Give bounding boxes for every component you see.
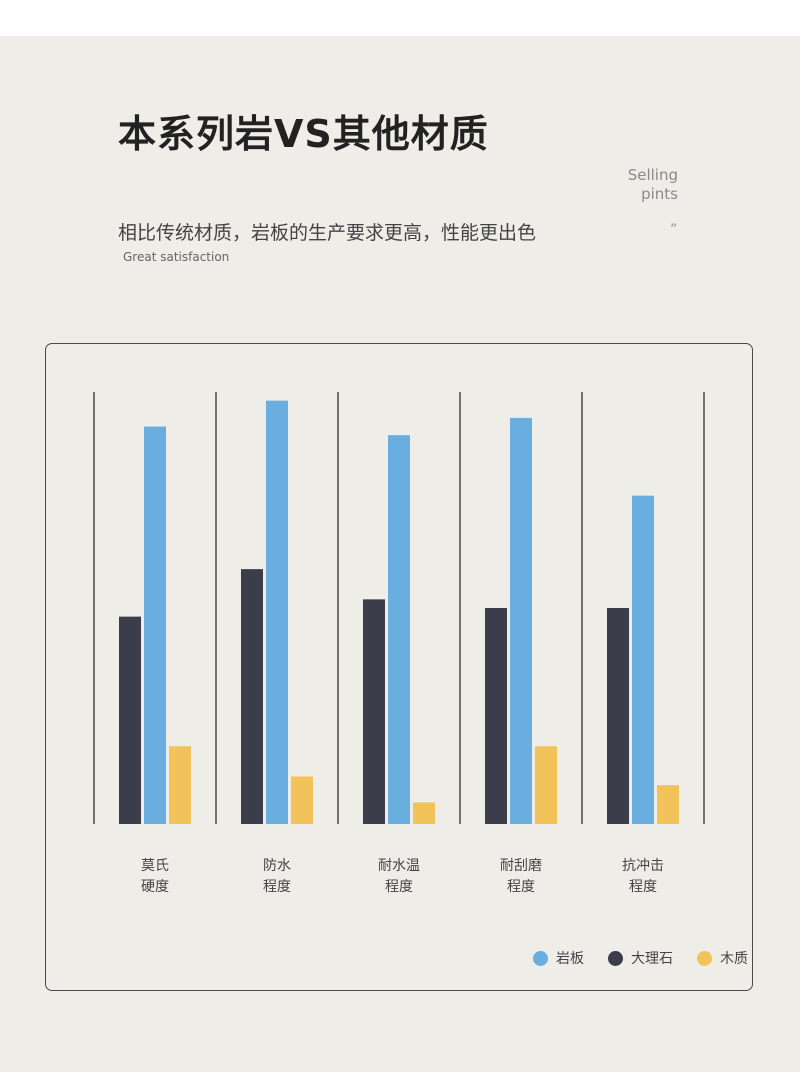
- selling-line-2: pints: [641, 185, 678, 203]
- category-label: 程度: [263, 879, 291, 895]
- bar-岩板-4: [632, 495, 654, 824]
- category-label: 防水: [263, 858, 291, 874]
- bar-岩板-3: [510, 417, 532, 824]
- legend-label: 木质: [720, 951, 748, 967]
- bar-大理石-1: [241, 569, 263, 824]
- chart-panel: 莫氏硬度 防水程度 耐水温程度 耐刮磨程度 抗冲击程度: [45, 343, 753, 991]
- page-subtitle: 相比传统材质，岩板的生产要求更高，性能更出色: [118, 222, 537, 244]
- chart-legend: 岩板 大理石 木质: [533, 948, 748, 968]
- bar-岩板-2: [388, 435, 410, 824]
- legend-dot-icon: [533, 950, 548, 966]
- legend-dot-icon: [608, 950, 623, 966]
- legend-label: 岩板: [556, 951, 584, 967]
- bar-木质-4: [657, 785, 679, 824]
- bar-大理石-2: [363, 599, 385, 824]
- bar-木质-0: [169, 746, 191, 824]
- legend-item: 木质: [697, 948, 748, 968]
- category-label: 程度: [507, 879, 535, 895]
- bar-木质-1: [291, 776, 313, 824]
- category-label: 抗冲击: [622, 858, 664, 874]
- bar-大理石-3: [485, 608, 507, 824]
- bar-木质-3: [535, 746, 557, 824]
- selling-points-label: Selling pints: [628, 166, 678, 204]
- legend-item: 岩板: [533, 948, 584, 968]
- quote-mark: ”: [670, 222, 678, 238]
- bar-大理石-0: [119, 616, 141, 824]
- bar-大理石-4: [607, 608, 629, 824]
- category-label: 莫氏: [141, 858, 169, 874]
- category-label: 程度: [629, 879, 657, 895]
- legend-item: 大理石: [608, 948, 673, 968]
- legend-dot-icon: [697, 950, 712, 966]
- page-title: 本系列岩VS其他材质: [118, 112, 489, 156]
- bar-岩板-1: [266, 400, 288, 824]
- category-label: 硬度: [141, 879, 169, 895]
- category-label: 耐水温: [378, 858, 420, 874]
- page-subtitle-english: Great satisfaction: [123, 250, 230, 264]
- bar-木质-2: [413, 802, 435, 824]
- category-label: 程度: [385, 879, 413, 895]
- bar-岩板-0: [144, 426, 166, 824]
- selling-line-1: Selling: [627, 166, 678, 184]
- legend-label: 大理石: [631, 951, 673, 967]
- category-label: 耐刮磨: [500, 858, 542, 874]
